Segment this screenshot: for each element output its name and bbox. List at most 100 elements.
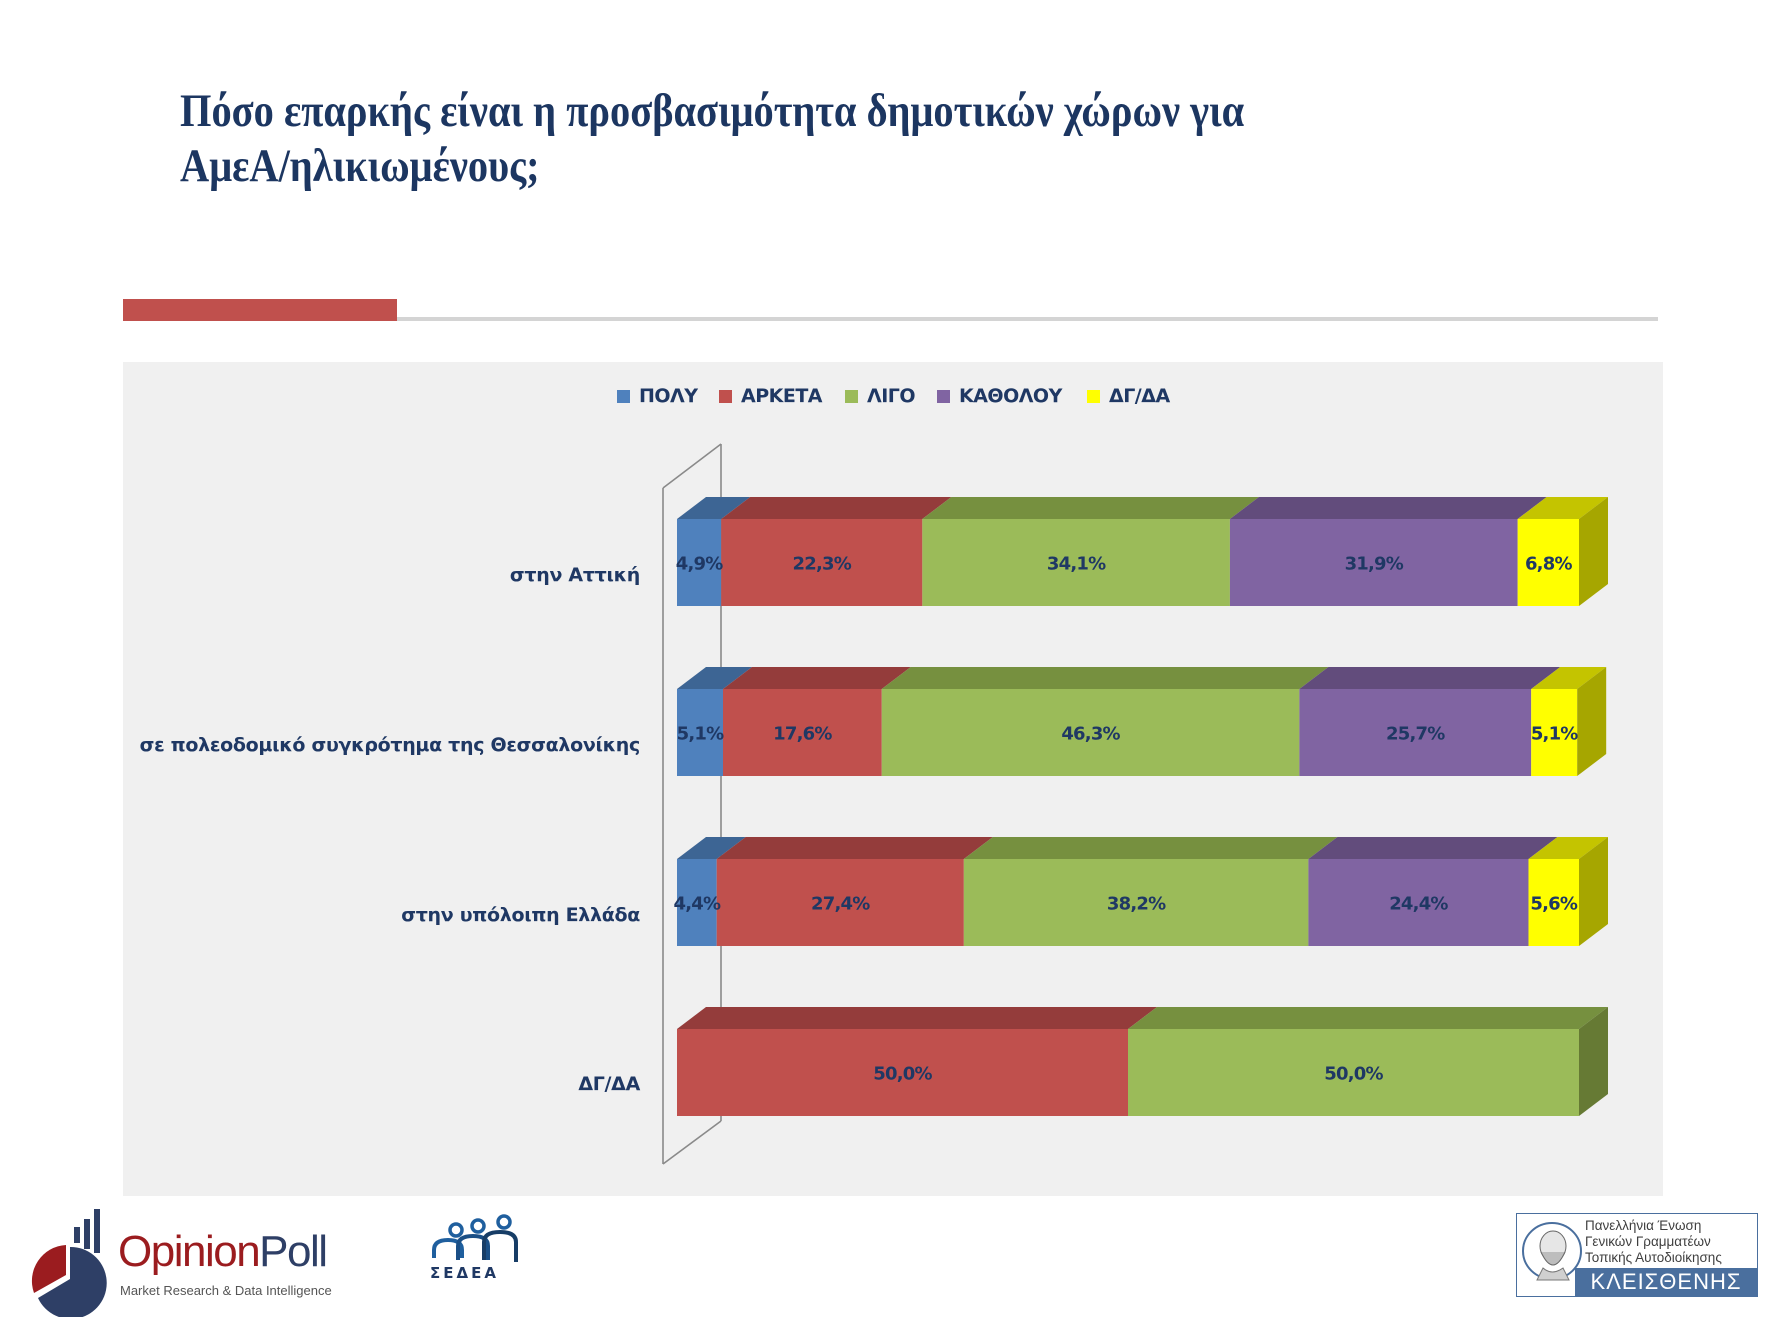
bar-segment xyxy=(677,497,751,606)
kleisthenis-bust-icon xyxy=(1522,1222,1582,1281)
data-label: 25,7% xyxy=(1386,724,1445,745)
axis-wall-bottom-edge xyxy=(662,1120,722,1165)
legend-swatch xyxy=(1087,389,1100,403)
data-label: 5,6% xyxy=(1530,894,1577,915)
sedea-wordmark: ΣΕΔΕΑ xyxy=(430,1264,499,1282)
legend-label: ΛΙΓΟ xyxy=(867,385,916,407)
bar-segment-top xyxy=(721,497,952,519)
data-labels-group: 4,9% 22,3% 34,1% 31,9% 6,8% 5,1% 17,6% 46,3% 25,… xyxy=(673,554,1579,1085)
bar-segment-front xyxy=(1517,519,1579,606)
kleisthenis-line-1: Πανελλήνια Ένωση xyxy=(1585,1218,1702,1233)
legend-item-dgda: ΔΓ/ΔΑ xyxy=(1087,384,1170,408)
legend-item-arketa: ΑΡΚΕΤΑ xyxy=(719,384,823,408)
data-label: 34,1% xyxy=(1047,554,1106,575)
category-label-thessaloniki: σε πολεοδομικό συγκρότημα της Θεσσαλονίκ… xyxy=(139,734,641,756)
bar-segment-front xyxy=(1229,519,1518,606)
bar-segment xyxy=(721,497,952,606)
legend-swatch xyxy=(617,389,630,403)
bar-segment-front xyxy=(721,519,923,606)
legend-label: ΔΓ/ΔΑ xyxy=(1109,385,1170,407)
bar-segment-front xyxy=(1299,689,1532,776)
bar-segment-top xyxy=(677,667,753,689)
bar-segment-front xyxy=(1531,689,1578,776)
bar-segment-front xyxy=(723,689,882,776)
title-line-2: ΑμεΑ/ηλικιωμένους; xyxy=(180,140,540,192)
data-label: 5,1% xyxy=(677,724,724,745)
legend-item-katholou: ΚΑΘΟΛΟΥ xyxy=(937,384,1062,408)
data-label: 50,0% xyxy=(1324,1064,1383,1085)
bar-segment xyxy=(1308,837,1558,946)
sedea-people-icon xyxy=(432,1214,518,1262)
bar-segment-side xyxy=(1579,837,1608,946)
data-label: 5,1% xyxy=(1531,724,1578,745)
data-label: 6,8% xyxy=(1525,554,1572,575)
legend-label: ΚΑΘΟΛΟΥ xyxy=(959,385,1062,407)
bar-segment xyxy=(1528,837,1608,946)
data-label: 17,6% xyxy=(773,724,832,745)
sedea-logo: ΣΕΔΕΑ xyxy=(418,1214,533,1284)
legend-label: ΠΟΛΥ xyxy=(639,385,698,407)
data-label: 24,4% xyxy=(1389,894,1448,915)
bar-segment-front xyxy=(922,519,1230,606)
legend-label: ΑΡΚΕΤΑ xyxy=(741,385,823,407)
opinionpoll-logo: OpinionPoll Market Research & Data Intel… xyxy=(28,1205,348,1317)
bar-segment-top xyxy=(716,837,993,859)
bar-segment-top xyxy=(723,667,911,689)
bar-segment-front xyxy=(1128,1029,1579,1116)
bar-segment-top xyxy=(677,1007,1157,1029)
bar-segment xyxy=(922,497,1259,606)
bar-segment-top xyxy=(1229,497,1547,519)
bar-segment xyxy=(963,837,1338,946)
bar-segment-side xyxy=(1579,1007,1608,1116)
bar-segment-top xyxy=(1517,497,1608,519)
opinionpoll-wordmark: OpinionPoll xyxy=(118,1227,328,1277)
data-label: 4,4% xyxy=(673,894,720,915)
legend-swatch xyxy=(937,389,950,403)
opinionpoll-name-part1: Opinion xyxy=(118,1227,261,1276)
bar-segment-front xyxy=(677,519,722,606)
bar-segment-front xyxy=(881,689,1300,776)
accent-bar xyxy=(123,299,397,321)
bar-segment xyxy=(1128,1007,1608,1116)
bar-segment-top xyxy=(1528,837,1608,859)
bar-segment-top xyxy=(677,497,751,519)
bar-segment-top xyxy=(1299,667,1561,689)
kleisthenis-line-2: Γενικών Γραμματέων xyxy=(1585,1234,1711,1249)
bar-segment-front xyxy=(677,689,724,776)
page-title: Πόσο επαρκής είναι η προσβασιμότητα δημο… xyxy=(180,84,1470,194)
data-label: 46,3% xyxy=(1061,724,1120,745)
legend-swatch xyxy=(845,389,858,403)
bar-segment-front xyxy=(716,859,964,946)
bars-group xyxy=(677,497,1608,1116)
kleisthenis-logo: Πανελλήνια Ένωση Γενικών Γραμματέων Τοπι… xyxy=(1516,1213,1758,1297)
bar-segment-top xyxy=(922,497,1259,519)
category-label-ellada: στην υπόλοιπη Ελλάδα xyxy=(401,904,640,926)
bar-segment xyxy=(1517,497,1608,606)
opinionpoll-tagline: Market Research & Data Intelligence xyxy=(120,1283,332,1298)
opinionpoll-name-part2: Poll xyxy=(259,1227,328,1276)
bar-segment-front xyxy=(963,859,1309,946)
chart-legend: ΠΟΛΥ ΑΡΚΕΤΑ ΛΙΓΟ ΚΑΘΟΛΟΥ ΔΓ/ΔΑ xyxy=(0,384,1776,408)
data-label: 31,9% xyxy=(1345,554,1404,575)
axis-wall-top-edge xyxy=(662,443,722,489)
bar-segment-front xyxy=(677,859,717,946)
bar-segment-top xyxy=(1531,667,1607,689)
bar-segment xyxy=(1531,667,1607,776)
bar-segment-front xyxy=(677,1029,1128,1116)
bar-segment-front xyxy=(1528,859,1579,946)
kleisthenis-line-3: Τοπικής Αυτοδιοίκησης xyxy=(1585,1250,1722,1265)
bar-segment-top xyxy=(1128,1007,1608,1029)
title-divider xyxy=(397,317,1658,321)
category-label-attiki: στην Αττική xyxy=(509,564,640,586)
data-label: 27,4% xyxy=(811,894,870,915)
bar-segment-top xyxy=(963,837,1338,859)
bar-segment-front xyxy=(1308,859,1529,946)
data-label: 38,2% xyxy=(1107,894,1166,915)
legend-swatch xyxy=(719,389,732,403)
opinionpoll-pie-icon xyxy=(31,1209,107,1317)
title-line-1: Πόσο επαρκής είναι η προσβασιμότητα δημο… xyxy=(180,85,1245,137)
bar-segment xyxy=(677,667,753,776)
bar-segment xyxy=(1299,667,1561,776)
bar-segment-side xyxy=(1579,497,1608,606)
bar-segment-side xyxy=(1577,667,1607,776)
